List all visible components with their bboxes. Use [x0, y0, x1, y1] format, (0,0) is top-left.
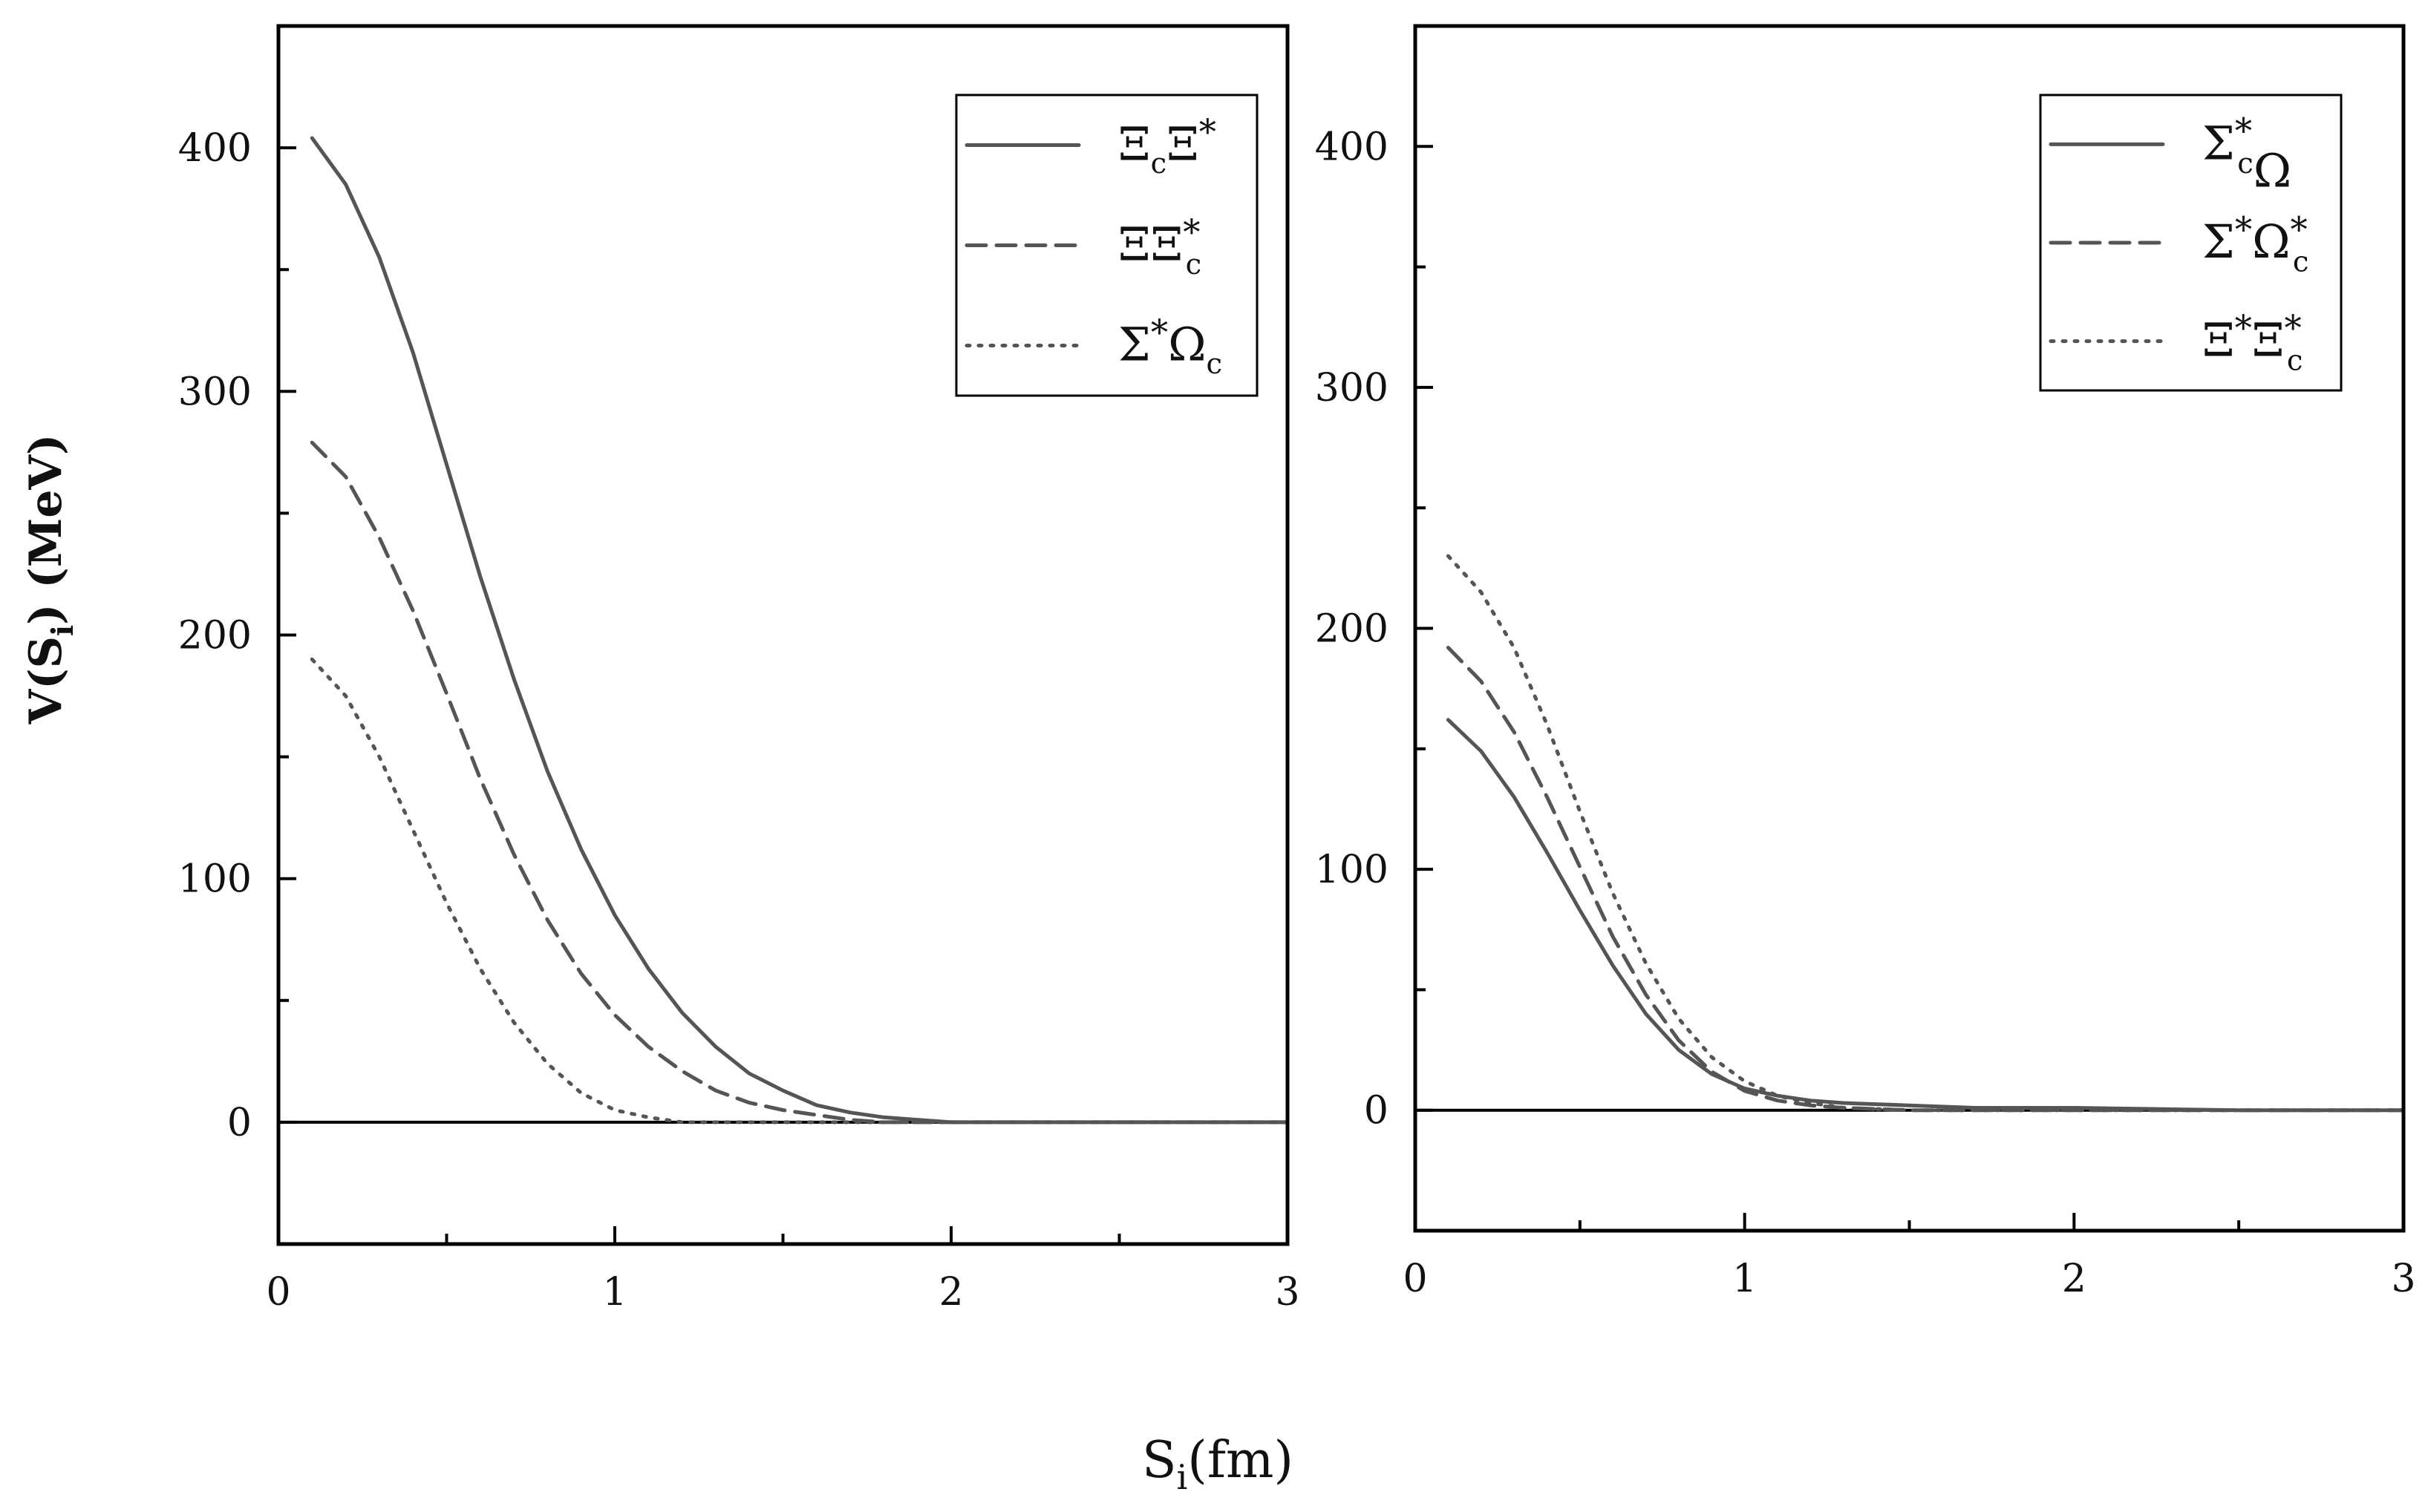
x-tick-label: 0 — [1403, 1257, 1427, 1301]
y-tick-label: 400 — [178, 126, 252, 171]
legend-label-sigmastar-omega-cstar: Σ*​Ω*c​ — [2202, 209, 2308, 278]
chart-panel-1: 0 1 2 3 0 100 200 300 400 Ξc​Ξ*​ ΞΞ*c​ Σ*​Ωc​ — [178, 24, 1300, 1315]
legend: Σ*c​Ω Σ*​Ω*c​ Ξ*​Ξ*c​ — [2039, 94, 2343, 392]
y-tick-label: 300 — [1315, 366, 1388, 410]
y-tick-label: 400 — [1315, 125, 1388, 169]
legend-label-xi-xi-cstar: ΞΞ*c​ — [1118, 212, 1201, 281]
y-axis-title: V(Si) (MeV) — [20, 434, 80, 725]
x-axis-title: Si(fm) — [1142, 1431, 1293, 1497]
x-tick-label: 3 — [2391, 1257, 2415, 1301]
legend-label-xistar-xi-cstar: Ξ*​Ξ*c​ — [2202, 308, 2303, 377]
legend-label-xi-c-xistar: Ξc​Ξ*​ — [1118, 112, 1216, 180]
x-tick-label: 2 — [939, 1270, 963, 1315]
y-tick-label: 300 — [178, 370, 252, 414]
x-tick-label: 1 — [1732, 1257, 1757, 1301]
chart-panel-2: 0 1 2 3 0 100 200 300 400 Σ*c​Ω Σ*​Ω*c​ Ξ*​Ξ*c​ — [1315, 24, 2416, 1301]
y-tick-label: 200 — [1315, 607, 1388, 652]
legend-label-sigmastar-omega-c: Σ*​Ωc​ — [1118, 312, 1222, 381]
y-tick-label: 100 — [1315, 848, 1388, 892]
series-line-sigmastar-omega-cstar — [1446, 646, 2406, 1113]
series-line-sigma-cstar-omega — [1446, 718, 2406, 1113]
series-line-xistar-xi-cstar — [1446, 554, 2406, 1113]
y-tick-label: 100 — [178, 857, 252, 902]
legend-label-sigma-cstar-omega: Σ*c​Ω — [2202, 111, 2291, 198]
y-tick-label: 200 — [178, 614, 252, 658]
series-line-sigmastar-omega-c — [310, 657, 1290, 1125]
x-tick-label: 0 — [266, 1270, 290, 1315]
x-tick-label: 1 — [602, 1270, 627, 1315]
series-line-xi-xi-cstar — [310, 440, 1290, 1125]
y-tick-label: 0 — [1364, 1089, 1388, 1133]
y-tick-label: 0 — [227, 1101, 252, 1145]
legend: Ξc​Ξ*​ ΞΞ*c​ Σ*​Ωc​ — [955, 94, 1259, 397]
x-tick-label: 2 — [2062, 1257, 2086, 1301]
x-tick-label: 3 — [1275, 1270, 1299, 1315]
